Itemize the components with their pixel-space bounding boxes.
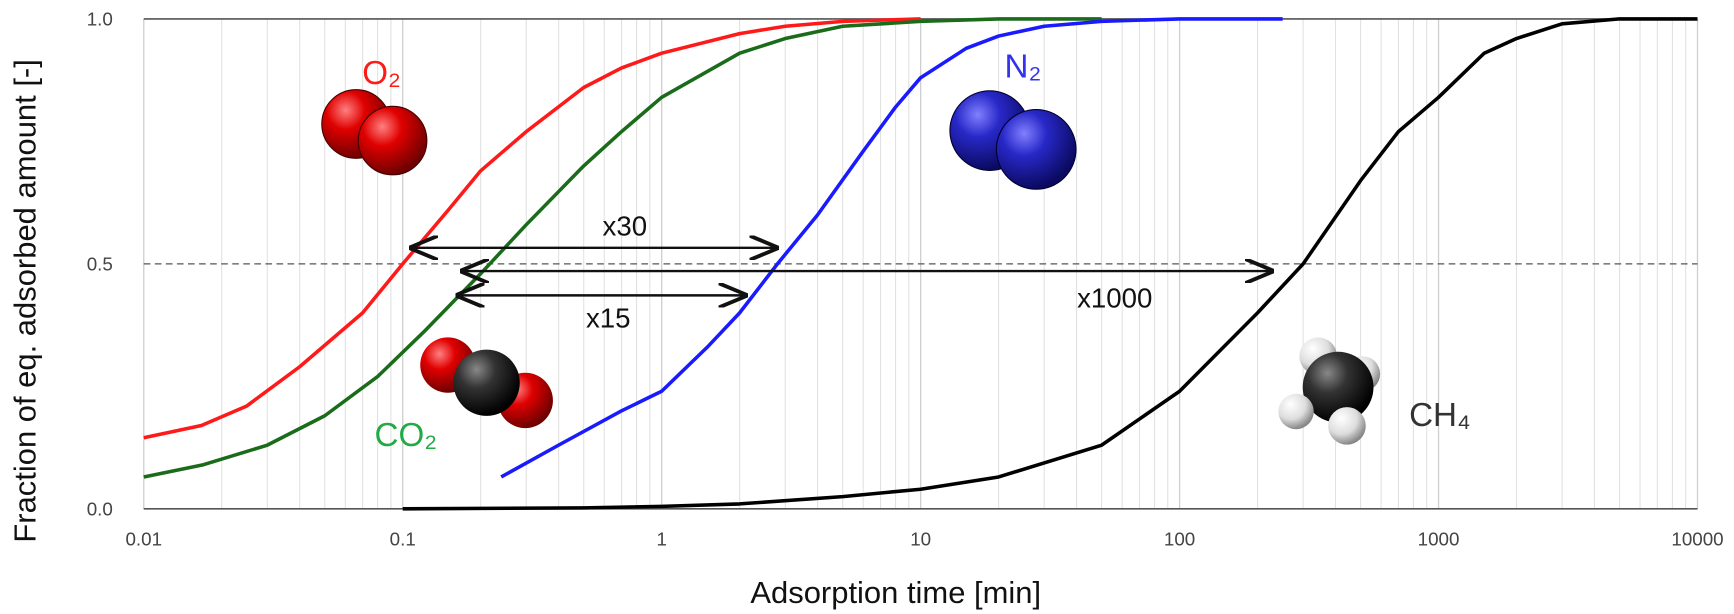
atom [357,105,428,176]
molecule-ch4 [1278,337,1381,445]
atom [453,349,520,416]
y-axis-label: Fraction of eq. adsorbed amount [-] [7,59,42,542]
y-tick-label: 0.0 [87,498,113,519]
series-label: CO₂ [375,417,438,454]
annotation: x30 [603,211,648,242]
atom [1278,393,1314,430]
lines [143,17,1698,511]
molecule-n2 [949,90,1077,190]
x-tick-label: 100 [1164,528,1195,549]
x-tick-label: 0.01 [125,528,162,549]
series-line [143,17,921,440]
x-tick-label: 1 [656,528,666,549]
atom [1302,351,1374,423]
series-label: N₂ [1005,49,1042,86]
y-tick-label: 0.5 [87,254,113,275]
x-axis-label: Adsorption time [min] [750,575,1041,610]
series-line [402,17,1698,511]
annotation: x15 [586,302,631,333]
x-tick-label: 0.1 [390,528,416,549]
series-label: CH₄ [1409,397,1470,434]
annotation-arrows [411,248,1271,296]
x-tick-label: 10 [910,528,931,549]
x-tick-label: 1000 [1418,528,1460,549]
x-tick-label: 10000 [1671,528,1723,549]
annotation: x1000 [1077,283,1152,314]
series-line [143,17,1102,479]
molecule-o2 [321,89,428,176]
molecule-co2 [420,337,553,429]
series-label: O₂ [362,55,401,92]
series-line [500,17,1283,479]
y-tick-label: 1.0 [87,9,113,30]
atom [1328,407,1366,445]
atom [995,109,1077,190]
